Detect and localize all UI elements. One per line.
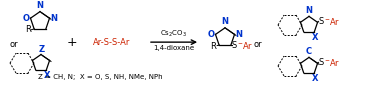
Text: S: S [319,58,324,67]
Text: X: X [44,71,51,80]
Text: 1,4-dioxane: 1,4-dioxane [153,45,195,51]
Text: X: X [312,33,319,42]
Text: N: N [37,1,43,10]
Text: or: or [10,41,19,50]
Text: +: + [67,36,77,49]
Text: N: N [222,17,228,26]
Text: Z = CH, N;  X = O, S, NH, NMe, NPh: Z = CH, N; X = O, S, NH, NMe, NPh [38,74,162,80]
Text: O: O [22,14,29,23]
Text: R: R [25,25,31,34]
Text: S: S [232,41,237,50]
Text: X: X [312,74,319,83]
Text: R: R [210,42,216,51]
Text: N: N [305,6,313,15]
Text: Z: Z [39,45,45,54]
Text: or: or [254,41,262,50]
Text: O: O [208,30,214,39]
Text: N: N [235,30,243,39]
Text: C: C [306,47,312,56]
Text: N: N [51,14,57,23]
Text: Cs$_2$CO$_3$: Cs$_2$CO$_3$ [160,29,187,39]
Text: $^{-}$Ar: $^{-}$Ar [324,16,340,27]
Text: S: S [319,17,324,26]
Text: $^{-}$Ar: $^{-}$Ar [324,57,340,68]
Text: Ar-S-S-Ar: Ar-S-S-Ar [93,38,131,47]
Text: $^{-}$Ar: $^{-}$Ar [237,40,253,51]
